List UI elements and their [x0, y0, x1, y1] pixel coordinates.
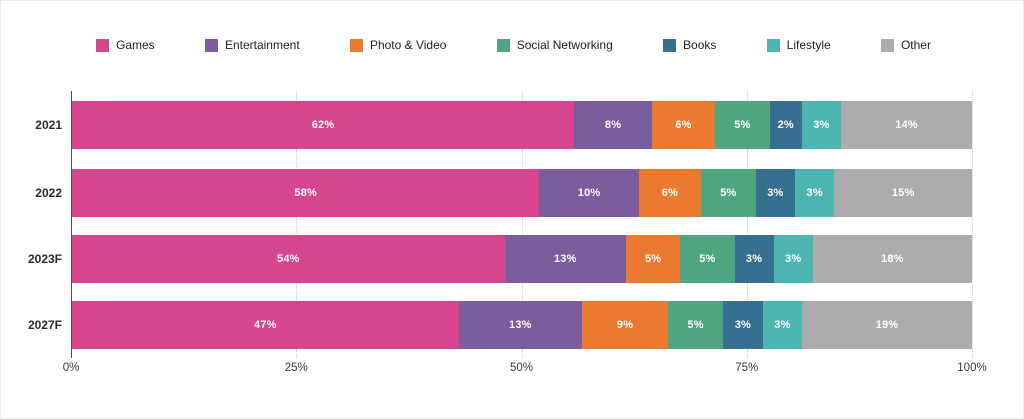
gridline-100 — [972, 91, 973, 358]
legend-label: Books — [683, 38, 717, 52]
segment-entertainment-2023f: 13% — [504, 235, 626, 283]
legend-item-other: Other — [880, 38, 931, 52]
segment-value-label: 13% — [509, 318, 532, 331]
segment-value-label: 18% — [881, 252, 904, 265]
gridline-75 — [746, 91, 748, 358]
category-label-2021: 2021 — [35, 118, 62, 132]
segment-entertainment-2022: 10% — [539, 169, 639, 217]
segment-games-2027f: 47% — [72, 301, 459, 349]
segment-lifestyle-2021: 3% — [801, 101, 842, 149]
x-tick-50: 50% — [509, 362, 534, 374]
segment-other-2022: 15% — [834, 169, 972, 217]
bar-row-2022: 2022 58% 10% 6% 5% 3% 3% 15% — [35, 169, 972, 217]
category-label-2027f: 2027F — [27, 318, 62, 332]
segment-value-label: 58% — [294, 186, 318, 199]
bar-row-2027f: 2027F 47% 13% 9% 5% 3% 3% 19% — [28, 301, 972, 349]
gridline-25 — [296, 91, 298, 358]
segment-other-2023f: 18% — [812, 235, 973, 283]
segment-value-label: 47% — [254, 318, 277, 331]
segment-entertainment-2027f: 13% — [458, 301, 583, 349]
segment-value-label: 54% — [277, 252, 300, 265]
segment-value-label: 2% — [777, 118, 794, 131]
legend-label: Other — [900, 38, 931, 52]
x-tick-75: 75% — [735, 362, 759, 374]
legend-swatch-social-networking — [496, 38, 510, 52]
segment-entertainment-2021: 8% — [574, 101, 653, 149]
legend-label: Photo & Video — [369, 38, 447, 52]
segment-value-label: 13% — [553, 252, 577, 265]
segment-value-label: 3% — [767, 186, 784, 199]
segment-value-label: 5% — [699, 252, 716, 265]
legend-label: Social Networking — [516, 38, 613, 52]
legend-swatch-books — [663, 38, 677, 52]
x-tick-25: 25% — [284, 362, 308, 374]
segment-social-networking-2023f: 5% — [680, 235, 735, 283]
legend-item-social-networking: Social Networking — [496, 38, 613, 52]
segment-value-label: 62% — [311, 118, 335, 131]
segment-photo-video-2027f: 9% — [582, 301, 669, 349]
segment-value-label: 14% — [895, 118, 918, 131]
x-axis: 0% 25% 50% 75% 100% — [63, 362, 987, 378]
segment-value-label: 5% — [644, 252, 662, 265]
legend-label: Entertainment — [224, 38, 300, 52]
x-tick-0: 0% — [62, 362, 80, 374]
segment-value-label: 5% — [687, 318, 704, 331]
legend-item-entertainment: Entertainment — [204, 38, 300, 52]
segment-value-label: 6% — [675, 118, 692, 131]
segment-value-label: 3% — [813, 118, 830, 131]
segment-photo-video-2021: 6% — [652, 101, 715, 149]
segment-lifestyle-2027f: 3% — [762, 301, 803, 349]
segment-value-label: 3% — [745, 252, 763, 265]
segment-value-label: 3% — [774, 318, 791, 331]
segment-games-2021: 62% — [72, 101, 574, 149]
segment-value-label: 9% — [616, 318, 634, 331]
segment-books-2027f: 3% — [723, 301, 763, 349]
segment-value-label: 5% — [734, 118, 751, 131]
segment-photo-video-2022: 6% — [638, 169, 702, 217]
segment-games-2023f: 54% — [72, 235, 505, 283]
segment-social-networking-2022: 5% — [701, 169, 756, 217]
bar-row-2021: 2021 62% 8% 6% 5% 2% 3% 14% — [35, 101, 973, 149]
segment-games-2022: 58% — [72, 169, 540, 217]
legend-label: Lifestyle — [786, 38, 831, 52]
segment-books-2022: 3% — [755, 169, 796, 217]
plot-area: 2021 62% 8% 6% 5% 2% 3% 14% 2022 58% 10% 6% 5% 3% 3% 15… — [28, 91, 973, 358]
segment-value-label: 15% — [891, 186, 915, 199]
segment-value-label: 10% — [577, 186, 601, 199]
category-label-2023f: 2023F — [27, 252, 62, 266]
segment-other-2027f: 19% — [802, 301, 972, 349]
legend-label: Games — [116, 38, 155, 52]
legend-swatch-games — [96, 38, 109, 52]
category-label-2022: 2022 — [35, 186, 62, 200]
segment-photo-video-2023f: 5% — [625, 235, 681, 283]
segment-value-label: 8% — [604, 118, 622, 131]
legend-swatch-other — [880, 38, 894, 52]
x-tick-100: 100% — [957, 362, 987, 374]
segment-books-2023f: 3% — [734, 235, 774, 283]
segment-lifestyle-2023f: 3% — [773, 235, 813, 283]
segment-books-2021: 2% — [769, 101, 802, 149]
legend-item-photo-video: Photo & Video — [349, 38, 447, 52]
bar-row-2023f: 2023F 54% 13% 5% 5% 3% 3% 18% — [28, 235, 973, 283]
legend: Games Entertainment Photo & Video Social Ne… — [96, 37, 931, 53]
gridline-50 — [521, 91, 523, 358]
legend-swatch-lifestyle — [766, 38, 780, 52]
segment-value-label: 19% — [875, 318, 899, 331]
segment-value-label: 3% — [734, 318, 752, 331]
segment-value-label: 3% — [785, 252, 802, 265]
segment-social-networking-2021: 5% — [714, 101, 770, 149]
segment-value-label: 3% — [806, 186, 823, 199]
legend-item-lifestyle: Lifestyle — [766, 38, 831, 52]
segment-lifestyle-2022: 3% — [795, 169, 835, 217]
segment-value-label: 5% — [720, 186, 737, 199]
legend-swatch-entertainment — [204, 38, 218, 52]
segment-value-label: 6% — [661, 186, 679, 199]
legend-item-books: Books — [663, 38, 717, 52]
segment-social-networking-2027f: 5% — [668, 301, 724, 349]
segment-other-2021: 14% — [841, 101, 973, 149]
legend-item-games: Games — [96, 38, 155, 52]
legend-swatch-photo-video — [349, 38, 363, 52]
y-axis-line — [71, 91, 72, 358]
